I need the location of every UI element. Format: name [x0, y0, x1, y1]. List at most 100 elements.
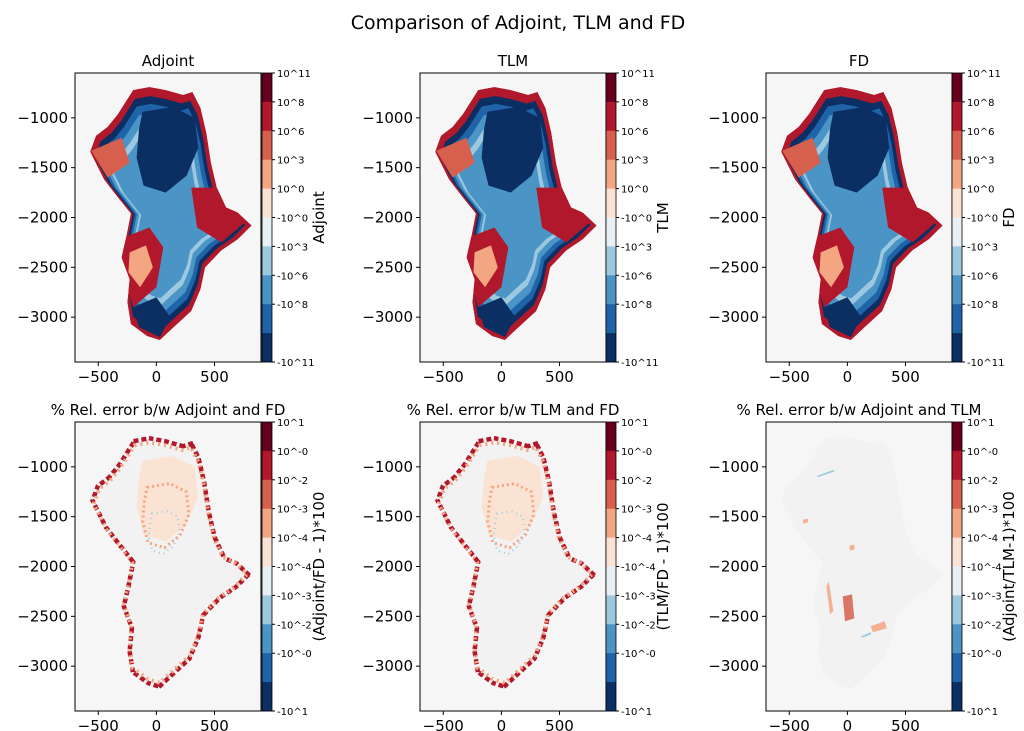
- interior-region: [827, 106, 890, 193]
- colorbar-tick-label: -10^8: [621, 300, 652, 311]
- colorbar-segment: [262, 188, 272, 218]
- colorbar-segment: [262, 217, 272, 247]
- y-tick-label: −3000: [362, 308, 413, 326]
- y-tick-label: −3000: [708, 657, 759, 675]
- colorbar-tick-label: -10^-4: [967, 563, 1002, 574]
- difference-spot-2: [842, 594, 855, 622]
- difference-spot-blue: [817, 469, 835, 478]
- colorbar-tick-label: 10^1: [621, 418, 648, 429]
- colorbar-tick-label: 10^-4: [967, 534, 998, 545]
- warm-sector-south-inner: [473, 245, 498, 288]
- warm-sector-south-inner: [128, 245, 153, 288]
- interior-error-speckle: [141, 481, 191, 550]
- y-tick-label: −1000: [708, 109, 759, 127]
- x-tick-label: 0: [497, 368, 507, 386]
- colorbar-tick-label: -10^11: [277, 358, 314, 369]
- colorbar-segment: [262, 246, 272, 276]
- colorbar-tick-label: -10^-4: [621, 563, 656, 574]
- colorbar-tick-label: 10^-4: [621, 534, 652, 545]
- colorbar-tick-label: 10^-2: [277, 476, 308, 487]
- colorbar-segment: [952, 159, 962, 190]
- subplot-title: % Rel. error b/w Adjoint and FD: [51, 401, 286, 419]
- colorbar-tick-label: 10^11: [967, 69, 1001, 80]
- y-tick-label: −2500: [708, 258, 759, 276]
- x-tick-label: 500: [200, 368, 229, 386]
- map-area: [781, 86, 943, 341]
- interior-error-patch: [136, 455, 199, 542]
- y-tick-label: −1500: [362, 159, 413, 177]
- colorbar-tick-label: -10^6: [621, 271, 652, 282]
- y-tick-label: −2500: [362, 607, 413, 625]
- y-tick-label: −2000: [17, 558, 68, 576]
- cool-sector-tip: [133, 297, 171, 338]
- colorbar-tick-label: -10^0: [277, 214, 308, 225]
- x-tick-label: 500: [200, 717, 229, 731]
- x-tick-label: −500: [769, 717, 810, 731]
- warm-sector-south-inner: [819, 245, 844, 288]
- colorbar-segment: [606, 537, 616, 567]
- colorbar-tick-label: -10^1: [621, 707, 652, 718]
- colorbar-segment: [606, 653, 616, 683]
- colorbar-tick-label: -10^-0: [967, 649, 1002, 660]
- y-tick-label: −1500: [17, 159, 68, 177]
- colorbar-segment: [606, 73, 616, 103]
- x-tick-label: −500: [78, 368, 119, 386]
- y-tick-label: −3000: [708, 308, 759, 326]
- subplot-title: Adjoint: [142, 52, 195, 70]
- colorbar-tick-label: -10^0: [621, 214, 652, 225]
- colorbar-segment: [606, 101, 616, 132]
- difference-spot-5: [803, 518, 808, 524]
- colorbar-tick-label: 10^-0: [277, 447, 308, 458]
- y-tick-label: −2000: [708, 558, 759, 576]
- colorbar-segment: [262, 479, 272, 510]
- colorbar-tick-label: -10^-3: [967, 591, 1002, 602]
- colorbar-segment: [952, 422, 962, 452]
- colorbar-tick-label: -10^3: [277, 242, 308, 253]
- y-tick-label: −1000: [708, 458, 759, 476]
- colorbar-tick-label: 10^1: [277, 418, 304, 429]
- colorbar-segment: [606, 333, 616, 363]
- colorbar-segment: [262, 653, 272, 683]
- colorbar-segment: [262, 595, 272, 625]
- colorbar-label: Adjoint: [310, 191, 328, 244]
- colorbar-segment: [262, 537, 272, 567]
- warm-sector-west: [436, 137, 475, 178]
- colorbar-segment: [262, 450, 272, 481]
- colorbar-tick-label: 10^6: [621, 127, 648, 138]
- colorbar-tick-label: -10^-3: [277, 591, 312, 602]
- colorbar-segment: [606, 508, 616, 539]
- colorbar-segment: [606, 450, 616, 481]
- colorbar-tick-label: 10^1: [967, 418, 994, 429]
- colorbar-segment: [952, 246, 962, 276]
- y-tick-label: −2500: [362, 258, 413, 276]
- colorbar-tick-label: -10^-3: [621, 591, 656, 602]
- colorbar-tick-label: 10^11: [621, 69, 655, 80]
- colorbar-segment: [606, 130, 616, 161]
- colorbar-segment: [606, 159, 616, 190]
- colorbar-tick-label: 10^-3: [621, 505, 652, 516]
- colorbar-tick-label: -10^-2: [277, 620, 312, 631]
- colorbar-tick-label: 10^-3: [967, 505, 998, 516]
- x-tick-label: 0: [843, 368, 853, 386]
- colorbar-segment: [606, 275, 616, 305]
- colorbar-tick-label: 10^3: [277, 156, 304, 167]
- colorbar-tick-label: 10^3: [967, 156, 994, 167]
- y-tick-label: −1000: [17, 109, 68, 127]
- colorbar-tick-label: 10^-0: [621, 447, 652, 458]
- subplot-1: Adjoint −500 0 500 −1000 −1500 −2000 −2500 −3000…: [17, 52, 328, 386]
- colorbar-segment: [952, 479, 962, 510]
- colorbar-tick-label: 10^-0: [967, 447, 998, 458]
- colorbar-tick-label: 10^-2: [967, 476, 998, 487]
- y-tick-label: −1500: [708, 508, 759, 526]
- colorbar-segment: [952, 566, 962, 596]
- colorbar-tick-label: 10^-4: [277, 534, 308, 545]
- colorbar-segment: [606, 479, 616, 510]
- interior-error-speckle: [486, 481, 536, 550]
- y-tick-label: −2000: [362, 558, 413, 576]
- colorbar-tick-label: 10^8: [277, 98, 304, 109]
- colorbar-segment: [606, 188, 616, 218]
- colorbar-segment: [952, 537, 962, 567]
- colorbar-segment: [262, 682, 272, 712]
- colorbar-segment: [606, 217, 616, 247]
- ice-sheet: [781, 435, 943, 690]
